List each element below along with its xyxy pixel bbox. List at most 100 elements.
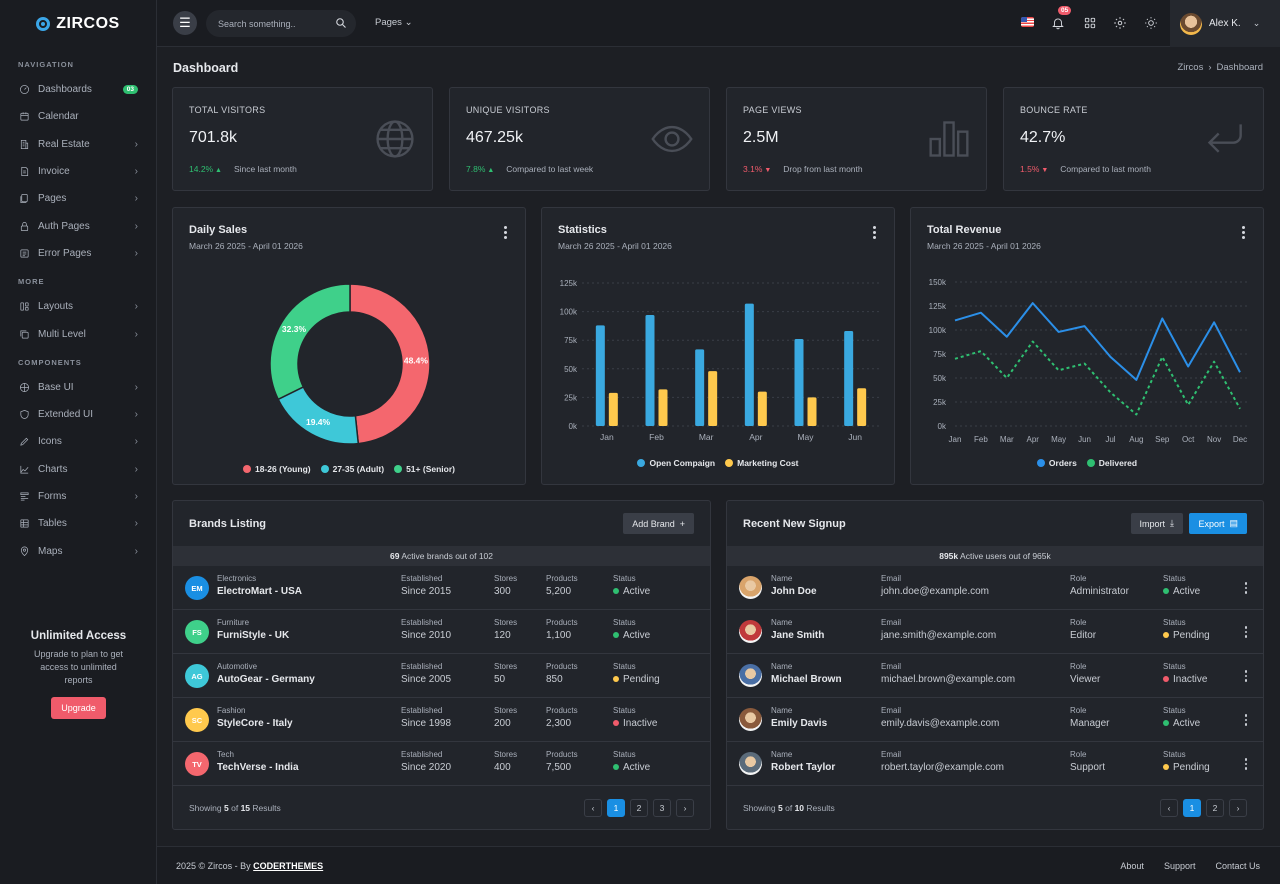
line-series-delivered[interactable] (954, 340, 1241, 416)
column-label: Status (613, 662, 636, 671)
table-row[interactable]: Name John Doe Email john.doe@example.com Rol… (727, 566, 1263, 610)
bar[interactable] (807, 397, 817, 426)
legend-item[interactable]: 51+ (Senior) (394, 464, 455, 474)
table-row[interactable]: AG Automotive AutoGear - Germany Establishe… (173, 654, 710, 698)
pages-dropdown[interactable]: Pages ⌄ (375, 17, 413, 28)
page-button-2[interactable]: 2 (1206, 799, 1224, 817)
search-icon[interactable] (335, 17, 347, 29)
user-name: Alex K. (1209, 18, 1241, 29)
table-row[interactable]: EM Electronics ElectroMart - USA Establishe… (173, 566, 710, 610)
bar[interactable] (708, 371, 718, 426)
line-series-orders[interactable] (954, 302, 1241, 381)
add-brand-button[interactable]: Add Brand + (623, 513, 694, 534)
legend-item[interactable]: Delivered (1086, 458, 1137, 468)
sun-icon[interactable] (1143, 15, 1159, 31)
legend-item[interactable]: 27-35 (Adult) (320, 464, 384, 474)
next-page-button[interactable]: › (1229, 799, 1247, 817)
sidebar-item-layouts[interactable]: Layouts › (0, 293, 156, 320)
bar[interactable] (844, 331, 854, 426)
sidebar-item-real-estate[interactable]: Real Estate › (0, 131, 156, 158)
more-options-icon[interactable] (871, 226, 877, 241)
import-button[interactable]: Import ⤓ (1130, 513, 1183, 534)
table-summary: 895k Active users out of 965k (727, 546, 1263, 566)
showing-suffix: Results (806, 803, 835, 813)
sidebar-item-calendar[interactable]: Calendar (0, 103, 156, 130)
bar[interactable] (595, 325, 605, 426)
more-options-icon[interactable] (1244, 714, 1247, 728)
prev-page-button[interactable]: ‹ (1160, 799, 1178, 817)
more-options-icon[interactable] (502, 226, 508, 241)
page-button-2[interactable]: 2 (630, 799, 648, 817)
sidebar-item-maps[interactable]: Maps › (0, 537, 156, 564)
prev-page-button[interactable]: ‹ (584, 799, 602, 817)
search-input[interactable] (206, 10, 356, 37)
column-label: Status (613, 706, 636, 715)
bar[interactable] (857, 388, 867, 426)
table-row[interactable]: TV Tech TechVerse - India Established Since … (173, 742, 710, 786)
daily-sales-card: Daily Sales March 26 2025 - April 01 202… (172, 207, 526, 485)
bar[interactable] (658, 389, 668, 426)
sidebar-item-forms[interactable]: Forms › (0, 483, 156, 510)
apps-grid-icon[interactable] (1082, 15, 1098, 31)
us-flag-icon[interactable] (1021, 17, 1034, 27)
export-button[interactable]: Export ▤ (1189, 513, 1247, 534)
sidebar-item-multi-level[interactable]: Multi Level › (0, 320, 156, 347)
next-page-button[interactable]: › (676, 799, 694, 817)
page-button-1[interactable]: 1 (607, 799, 625, 817)
established-value: Since 2010 (401, 630, 452, 641)
page-button-3[interactable]: 3 (653, 799, 671, 817)
more-options-icon[interactable] (1244, 670, 1247, 684)
table-row[interactable]: Name Robert Taylor Email robert.taylor@exam… (727, 742, 1263, 786)
sidebar-item-tables[interactable]: Tables › (0, 510, 156, 537)
donut-slice[interactable] (269, 283, 351, 401)
table-row[interactable]: Name Jane Smith Email jane.smith@example.co… (727, 610, 1263, 654)
sidebar-item-icons[interactable]: Icons › (0, 428, 156, 455)
legend-item[interactable]: Open Compaign (637, 458, 715, 468)
stores-value: 400 (494, 762, 511, 773)
menu-toggle-button[interactable]: ☰ (173, 11, 197, 35)
more-options-icon[interactable] (1244, 626, 1247, 640)
donut-slice[interactable] (277, 385, 360, 445)
footer-link-about[interactable]: About (1120, 861, 1144, 871)
bar[interactable] (744, 303, 754, 426)
chart-icon (18, 463, 30, 475)
sidebar-item-invoice[interactable]: Invoice › (0, 158, 156, 185)
sidebar-item-pages[interactable]: Pages › (0, 185, 156, 212)
bar[interactable] (794, 339, 804, 426)
column-label: Established (401, 706, 443, 715)
table-row[interactable]: Name Emily Davis Email emily.davis@example.… (727, 698, 1263, 742)
sidebar-item-auth-pages[interactable]: Auth Pages › (0, 212, 156, 239)
legend-item[interactable]: 18-26 (Young) (243, 464, 311, 474)
notification-bell-icon[interactable] (1050, 15, 1066, 31)
column-label: Products (546, 574, 578, 583)
bar[interactable] (608, 392, 618, 426)
table-row[interactable]: FS Furniture FurniStyle - UK Established Sin… (173, 610, 710, 654)
user-menu[interactable]: Alex K. ⌄ (1170, 0, 1280, 47)
page-button-1[interactable]: 1 (1183, 799, 1201, 817)
bar[interactable] (695, 349, 705, 426)
column-label: Name (771, 662, 793, 671)
more-options-icon[interactable] (1244, 582, 1247, 596)
bar[interactable] (645, 315, 655, 426)
sidebar-item-label: Forms (38, 491, 67, 502)
footer-link-contact-us[interactable]: Contact Us (1215, 861, 1260, 871)
gear-icon[interactable] (1112, 15, 1128, 31)
sidebar-item-base-ui[interactable]: Base UI › (0, 374, 156, 401)
sidebar-item-dashboards[interactable]: Dashboards 03 (0, 76, 156, 103)
bar[interactable] (757, 391, 767, 426)
table-row[interactable]: Name Michael Brown Email michael.brown@exam… (727, 654, 1263, 698)
more-options-icon[interactable] (1240, 226, 1246, 241)
legend-item[interactable]: Marketing Cost (725, 458, 799, 468)
brand-logo[interactable]: ZIRCOS (0, 0, 156, 47)
breadcrumb-item-root[interactable]: Zircos (1177, 62, 1204, 73)
more-options-icon[interactable] (1244, 758, 1247, 772)
sidebar-item-charts[interactable]: Charts › (0, 456, 156, 483)
table-row[interactable]: SC Fashion StyleCore - Italy Established Sin… (173, 698, 710, 742)
author-link[interactable]: CODERTHEMES (253, 861, 324, 871)
sidebar-item-error-pages[interactable]: Error Pages › (0, 240, 156, 267)
upgrade-button[interactable]: Upgrade (51, 697, 106, 719)
donut-slice[interactable] (349, 283, 431, 445)
footer-link-support[interactable]: Support (1163, 861, 1196, 871)
legend-item[interactable]: Orders (1036, 458, 1077, 468)
sidebar-item-extended-ui[interactable]: Extended UI › (0, 401, 156, 428)
